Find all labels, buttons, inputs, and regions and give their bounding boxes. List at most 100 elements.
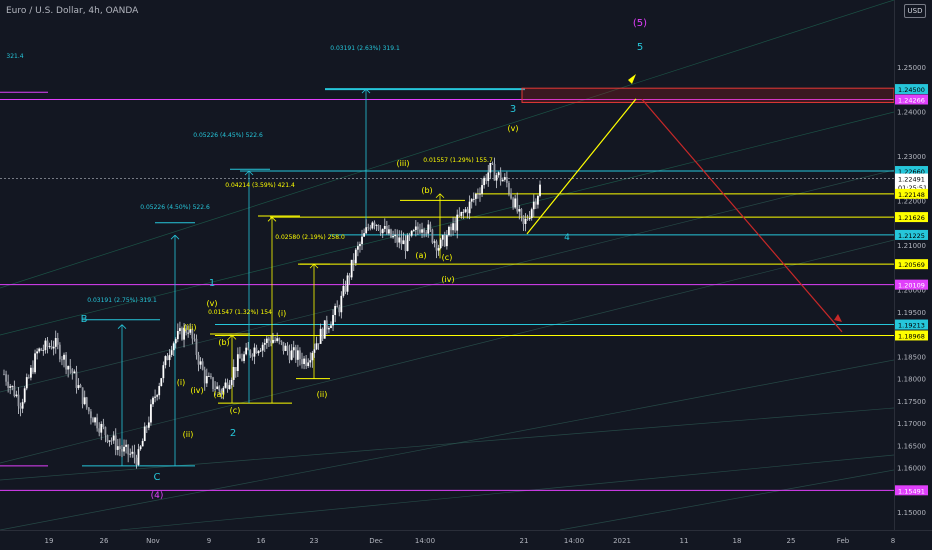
candle-body [58,344,61,360]
candle-body [477,194,479,195]
candle-body [193,338,196,340]
candle-body [143,426,146,441]
candle-body [307,362,310,367]
candle-body [44,340,47,351]
wave-label: (c) [230,406,241,415]
time-tick-label: 25 [787,537,796,545]
price-axis-badge-text: 1.24266 [898,96,925,104]
candle-body [414,226,417,230]
candle-body [21,402,24,409]
price-tick-label: 1.18500 [897,353,926,361]
candle-body [226,382,229,390]
time-tick-label: Feb [837,537,850,545]
wave-label: (b) [218,338,229,347]
candle-body [323,320,326,339]
candle-body [17,394,20,407]
time-tick-label: 16 [257,537,266,545]
candle-body [371,222,374,229]
time-axis[interactable] [0,530,932,550]
candle-body [510,193,512,199]
price-axis-badge [895,188,928,199]
candle-body [100,423,103,433]
candle-body [443,235,446,247]
candle-body [400,237,403,245]
wave-label: (b) [421,186,432,195]
candle-body [505,177,508,183]
candle-body [520,209,523,216]
candle-body [464,209,467,212]
measure-6-arrow [435,193,441,199]
measure-5-arrow [309,263,315,269]
price-tick-label: 1.16500 [897,442,926,450]
candle-body [301,359,303,365]
candle-body [359,243,361,247]
candle-body [350,259,353,278]
candle-body [439,239,442,249]
candle-body [94,417,96,423]
candle-body [526,218,529,220]
candle-body [454,223,457,231]
candle-body [280,340,283,342]
candle-body [479,193,481,195]
candle-body [166,356,169,361]
candle-body [328,328,330,330]
candle-body [263,342,266,345]
candle-body [431,229,434,243]
candle-body [197,355,200,365]
candle-body [330,325,332,329]
candle-body [216,386,219,390]
measure-2-arrow [248,170,254,176]
price-axis-badge-text: 01:25:51 [898,184,927,192]
candle-body [514,198,517,208]
currency-button[interactable]: USD [904,4,926,18]
candle-body [383,225,386,229]
candle-body [309,360,312,363]
candle-body [145,426,148,428]
candle-body [239,354,241,359]
price-axis-separator [894,0,895,530]
wave-label: 4 [564,233,570,243]
candle-body [11,385,14,387]
candle-body [338,307,341,313]
candle-body [282,341,285,351]
price-tick-label: 1.16000 [897,465,926,473]
candle-body [236,354,239,372]
candle-body [325,320,328,330]
candle-body [261,344,264,351]
price-axis-badge [895,84,928,95]
candle-body [344,285,347,292]
candle-body [19,406,22,409]
channel-line [0,359,895,531]
candle-body [85,397,88,408]
wave-label: (4) [151,491,164,501]
candle-body [65,354,67,370]
candle-body [379,229,382,234]
candle-body [489,162,492,173]
candle-body [36,351,39,354]
wave-label: (v) [207,299,218,308]
candle-body [425,232,428,234]
measure-3-arrow [271,217,277,222]
candle-body [156,395,159,397]
candle-body [181,328,183,340]
candle-body [452,223,454,231]
candle-body [90,411,92,419]
candle-body [141,440,144,447]
candle-body [265,338,268,343]
candle-body [61,359,63,361]
price-axis-badge-text: 1.21225 [898,232,925,240]
candle-body [530,209,533,219]
candle-body [183,327,185,340]
candle-body [30,367,32,378]
measure-9-label: 321.4 [6,53,23,60]
measure-5-label: 0.02580 (2.19%) 258.0 [275,234,345,241]
candle-body [63,354,65,360]
candle-body [336,305,339,308]
candle-body [187,332,190,334]
candle-body [396,234,399,243]
time-tick-label: 14:00 [415,537,435,545]
candle-body [40,348,43,351]
price-axis-badge-text: 1.19213 [898,322,925,330]
candle-body [462,211,465,213]
